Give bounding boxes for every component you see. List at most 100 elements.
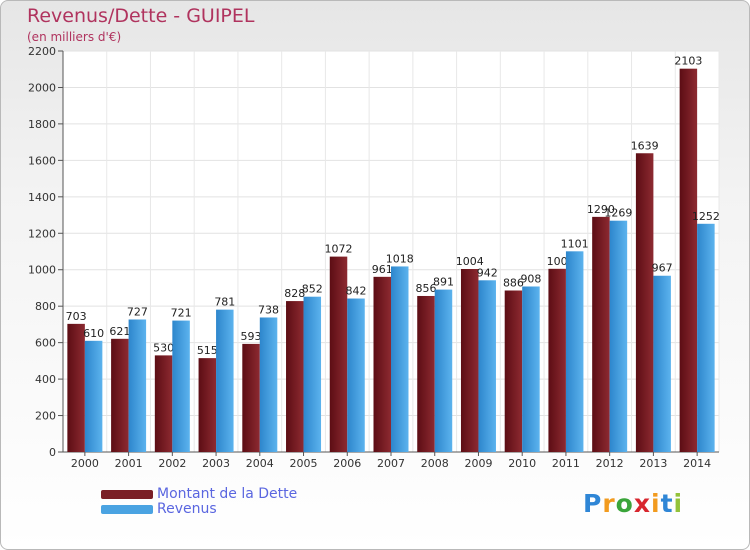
- data-label-debt: 1290: [587, 203, 615, 216]
- logo-letter: o: [615, 489, 634, 518]
- data-label-revenue: 1252: [692, 210, 720, 223]
- bar-debt: [242, 343, 260, 452]
- bar-debt: [548, 268, 566, 452]
- data-label-debt: 856: [415, 282, 436, 295]
- chart-title: Revenus/Dette - GUIPEL: [27, 5, 255, 27]
- data-label-debt: 621: [109, 325, 130, 338]
- data-label-debt: 886: [503, 277, 524, 290]
- bar-revenue: [84, 340, 103, 452]
- data-label-revenue: 842: [346, 285, 367, 298]
- x-tick-label: 2000: [71, 457, 99, 470]
- bar-revenue: [478, 280, 496, 452]
- bar-revenue: [259, 317, 278, 452]
- data-label-debt: 828: [284, 287, 305, 300]
- legend-label-debt: Montant de la Dette: [157, 486, 298, 502]
- bar-revenue: [609, 220, 628, 452]
- legend-label-revenue: Revenus: [157, 501, 217, 517]
- bar-revenue: [347, 298, 365, 452]
- legend-swatch-debt: [101, 490, 153, 499]
- bar-revenue: [128, 319, 147, 452]
- x-tick-label: 2009: [464, 457, 492, 470]
- bar-chart: 0 200 400 600 800 1000 1200 1400 1600 1800 2000 220…: [28, 45, 720, 470]
- y-tick-label: 2000: [28, 81, 56, 94]
- bar-revenue: [216, 309, 234, 452]
- bar-debt: [154, 355, 173, 452]
- x-tick-label: 2006: [333, 457, 361, 470]
- y-tick-label: 800: [35, 300, 56, 313]
- logo-letter: P: [583, 489, 603, 518]
- data-label-debt: 2103: [674, 55, 702, 68]
- y-tick-label: 200: [35, 410, 56, 423]
- chart-subtitle: (en milliers d'€): [27, 30, 122, 44]
- bar-debt: [460, 268, 479, 452]
- data-label-debt: 1639: [631, 139, 659, 152]
- bar-revenue: [653, 275, 671, 452]
- bar-revenue: [172, 320, 190, 452]
- data-label-debt: 703: [66, 310, 87, 323]
- y-tick-label: 1400: [28, 191, 56, 204]
- y-tick-label: 1000: [28, 264, 56, 277]
- data-label-revenue: 610: [83, 327, 104, 340]
- data-label-debt: 100: [547, 255, 568, 268]
- bar-debt: [592, 216, 610, 452]
- x-tick-label: 2013: [639, 457, 667, 470]
- data-label-revenue: 942: [477, 266, 498, 279]
- data-label-revenue: 891: [433, 276, 454, 289]
- x-tick-label: 2008: [421, 457, 449, 470]
- bar-revenue: [697, 223, 715, 452]
- data-label-debt: 961: [372, 263, 393, 276]
- y-tick-label: 400: [35, 373, 56, 386]
- y-tick-label: 1800: [28, 118, 56, 131]
- bar-revenue: [303, 296, 322, 452]
- legend-swatch-revenue: [101, 505, 153, 514]
- data-label-debt: 515: [197, 344, 218, 357]
- data-label-debt: 1004: [456, 255, 484, 268]
- y-tick-label: 2200: [28, 45, 56, 58]
- bar-debt: [417, 295, 435, 452]
- x-tick-label: 2002: [158, 457, 186, 470]
- bar-revenue: [565, 251, 584, 452]
- logo-letter: t: [660, 489, 674, 518]
- data-label-debt: 530: [153, 341, 174, 354]
- data-label-debt: 1072: [325, 243, 353, 256]
- data-label-revenue: 908: [520, 272, 541, 285]
- bar-debt: [198, 358, 217, 452]
- bar-debt: [504, 290, 523, 452]
- data-label-revenue: 727: [127, 305, 148, 318]
- proxiti-logo: Proxiti: [583, 489, 683, 518]
- x-tick-label: 2010: [508, 457, 536, 470]
- y-tick-label: 0: [49, 446, 56, 459]
- data-label-revenue: 721: [171, 307, 192, 320]
- logo-letter: r: [602, 489, 616, 518]
- y-tick-label: 1600: [28, 154, 56, 167]
- bar-debt: [373, 276, 391, 452]
- bar-debt: [286, 301, 304, 452]
- x-tick-label: 2005: [290, 457, 318, 470]
- bar-debt: [111, 338, 129, 452]
- x-tick-label: 2003: [202, 457, 230, 470]
- data-label-revenue: 781: [214, 296, 235, 309]
- bar-debt: [635, 153, 654, 452]
- bar-revenue: [522, 286, 540, 452]
- x-tick-label: 2011: [552, 457, 580, 470]
- y-tick-label: 1200: [28, 227, 56, 240]
- logo-letter: i: [673, 489, 684, 518]
- x-tick-label: 2012: [596, 457, 624, 470]
- data-label-revenue: 1018: [386, 252, 414, 265]
- data-label-revenue: 1101: [561, 237, 589, 250]
- y-tick-label: 600: [35, 337, 56, 350]
- logo-letter: x: [633, 489, 651, 518]
- bar-debt: [329, 256, 348, 452]
- bar-debt: [679, 68, 698, 453]
- data-label-revenue: 1269: [604, 207, 632, 220]
- bar-revenue: [391, 266, 409, 452]
- data-label-debt: 593: [241, 330, 262, 343]
- data-label-revenue: 852: [302, 283, 323, 296]
- bar-revenue: [434, 289, 453, 452]
- data-label-revenue: 967: [652, 262, 673, 275]
- data-label-revenue: 738: [258, 303, 279, 316]
- x-tick-label: 2001: [115, 457, 143, 470]
- logo-letter: i: [651, 489, 661, 518]
- x-tick-label: 2014: [683, 457, 711, 470]
